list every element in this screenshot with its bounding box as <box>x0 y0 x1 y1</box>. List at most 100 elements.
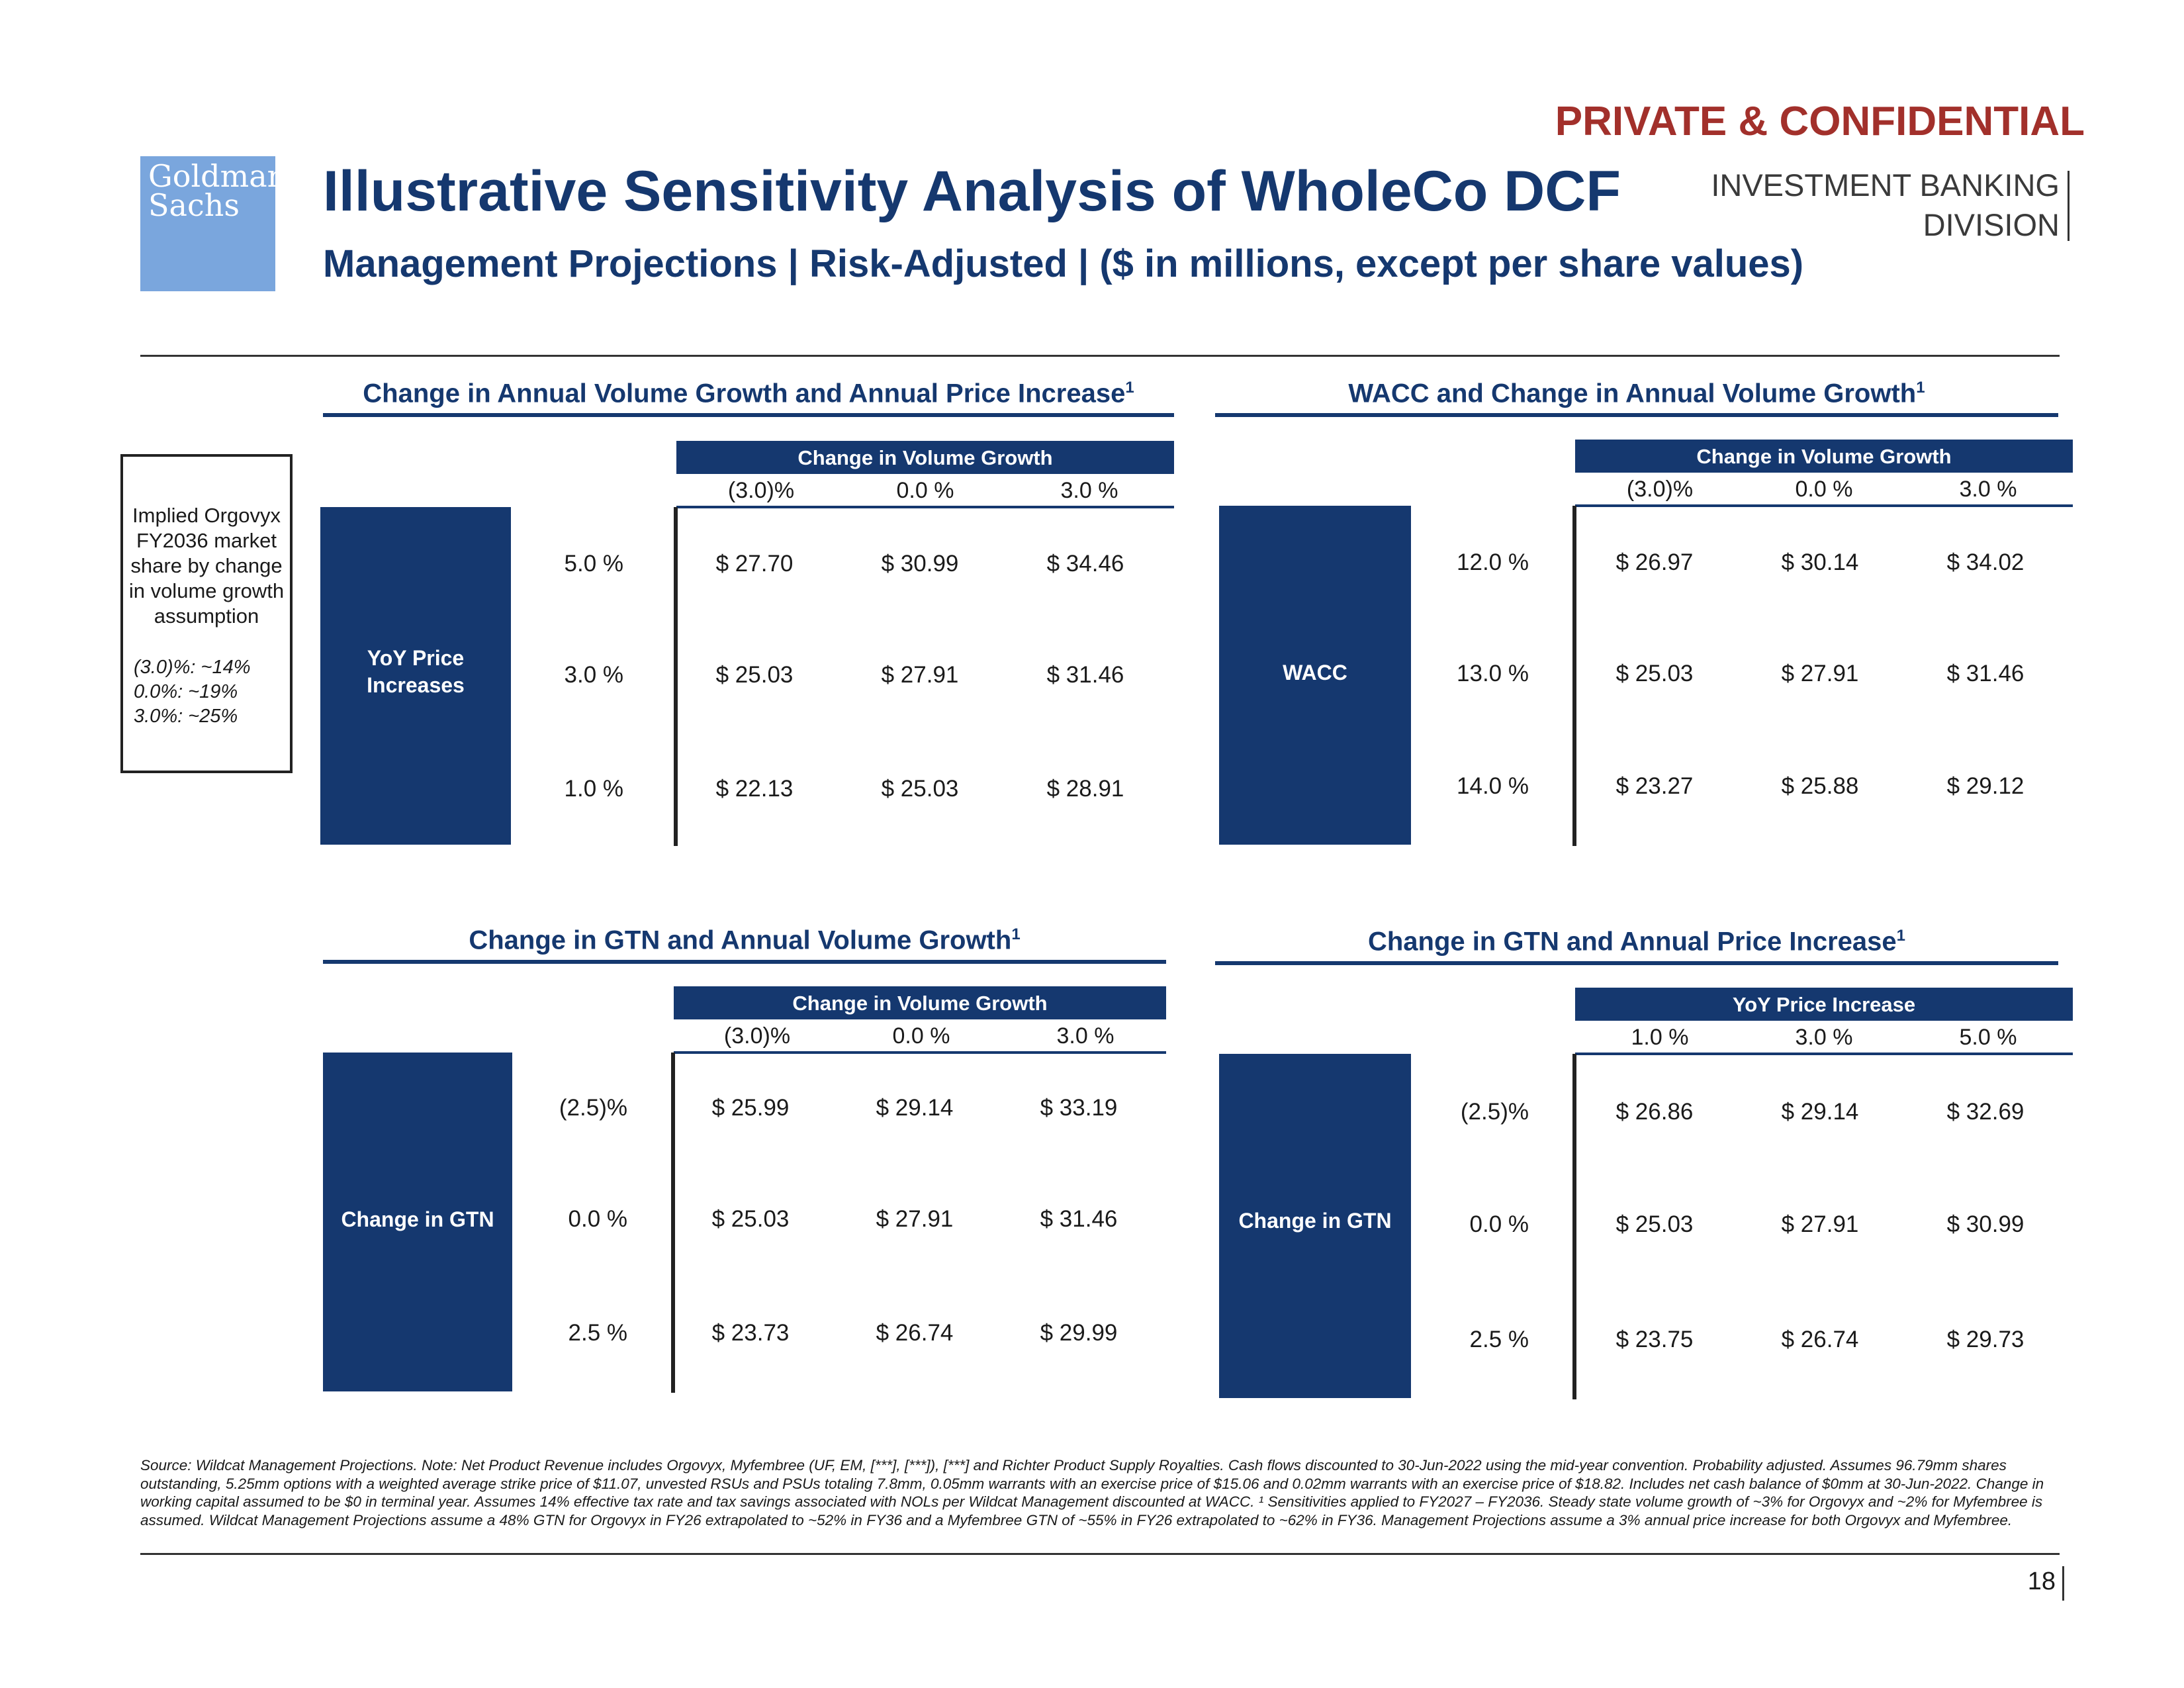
table-cell: $ 25.03 <box>881 776 959 802</box>
table-title-rule <box>1215 961 2058 965</box>
logo-line-2: Sachs <box>148 187 240 223</box>
column-label: 0.0 % <box>892 1023 950 1049</box>
note-line: 0.0%: ~19% <box>134 681 238 702</box>
page-number-divider <box>2062 1566 2064 1601</box>
row-label: 5.0 % <box>564 551 624 577</box>
table-divider <box>671 1053 675 1393</box>
row-label: 2.5 % <box>568 1320 628 1346</box>
column-label: 5.0 % <box>1959 1025 2017 1050</box>
table-cell: $ 31.46 <box>1040 1206 1118 1232</box>
table-title-rule <box>323 960 1166 964</box>
table-divider <box>1572 506 1576 846</box>
table-cell: $ 27.91 <box>1781 661 1859 686</box>
page-number: 18 <box>2027 1568 2056 1595</box>
row-label: 0.0 % <box>568 1206 628 1232</box>
confidential-label: PRIVATE & CONFIDENTIAL <box>1555 99 2085 144</box>
note-line: (3.0)%: ~14% <box>134 657 251 678</box>
column-header-rule <box>676 506 1174 508</box>
table-cell: $ 32.69 <box>1946 1099 2025 1125</box>
table-title: Change in GTN and Annual Price Increase1 <box>1367 927 1906 957</box>
row-header-label: Change in GTN <box>1238 1209 1392 1233</box>
table-cell: $ 33.19 <box>1040 1095 1118 1121</box>
column-header: YoY Price Increase <box>1575 988 2073 1021</box>
column-label: 0.0 % <box>1795 477 1853 502</box>
table-cell: $ 27.91 <box>876 1206 954 1232</box>
table-cell: $ 26.97 <box>1615 549 1694 575</box>
table-cell: $ 25.03 <box>1615 1211 1694 1237</box>
page-subtitle: Management Projections | Risk-Adjusted |… <box>323 242 1804 285</box>
column-label: (3.0)% <box>727 478 795 503</box>
table-cell: $ 25.99 <box>711 1095 790 1121</box>
table-cell: $ 27.91 <box>1781 1211 1859 1237</box>
footer-rule <box>140 1553 2060 1555</box>
division-label: INVESTMENT BANKING DIVISION <box>1655 165 2060 245</box>
table-title: Change in Annual Volume Growth and Annua… <box>363 379 1134 408</box>
row-header-label: WACC <box>1283 661 1347 684</box>
table-title: Change in GTN and Annual Volume Growth1 <box>469 925 1021 955</box>
row-header: YoY Price Increases <box>320 507 511 845</box>
table-cell: $ 23.73 <box>711 1320 790 1346</box>
row-header: Change in GTN <box>1219 1054 1411 1398</box>
table-cell: $ 34.02 <box>1946 549 2025 575</box>
table-cell: $ 25.88 <box>1781 773 1859 799</box>
row-label: 2.5 % <box>1469 1327 1529 1352</box>
table-cell: $ 22.13 <box>715 776 794 802</box>
table-cell: $ 31.46 <box>1946 661 2025 686</box>
table-cell: $ 29.14 <box>876 1095 954 1121</box>
column-label: 3.0 % <box>1056 1023 1115 1049</box>
table-cell: $ 27.91 <box>881 662 959 688</box>
table-cell: $ 25.03 <box>1615 661 1694 686</box>
note-list: (3.0)%: ~14% 0.0%: ~19% 3.0%: ~25% <box>134 655 251 729</box>
table-cell: $ 29.73 <box>1946 1327 2025 1352</box>
table-cell: $ 34.46 <box>1046 551 1124 577</box>
column-label: 1.0 % <box>1631 1025 1689 1050</box>
column-header-rule <box>1575 504 2073 507</box>
table-title-rule <box>1215 413 2058 417</box>
row-header: WACC <box>1219 506 1411 845</box>
table-cell: $ 23.75 <box>1615 1327 1694 1352</box>
goldman-sachs-logo: Goldman Sachs <box>140 156 287 291</box>
header-rule <box>140 355 2060 357</box>
table-cell: $ 29.14 <box>1781 1099 1859 1125</box>
row-label: (2.5)% <box>559 1095 627 1121</box>
table-cell: $ 30.99 <box>1946 1211 2025 1237</box>
row-label: 0.0 % <box>1469 1211 1529 1237</box>
row-header: Change in GTN <box>323 1053 512 1391</box>
market-share-note: Implied Orgovyx FY2036 market share by c… <box>120 454 293 773</box>
table-cell: $ 28.91 <box>1046 776 1124 802</box>
column-label: 0.0 % <box>896 478 954 503</box>
row-label: 14.0 % <box>1457 773 1529 799</box>
row-label: 12.0 % <box>1457 549 1529 575</box>
column-label: (3.0)% <box>1626 477 1694 502</box>
division-line-2: DIVISION <box>1923 207 2060 242</box>
row-label: 1.0 % <box>564 776 624 802</box>
table-divider <box>674 507 678 846</box>
logo-line-1: Goldman <box>148 158 287 194</box>
column-header: Change in Volume Growth <box>676 441 1174 474</box>
row-label: 13.0 % <box>1457 661 1529 686</box>
table-cell: $ 29.99 <box>1040 1320 1118 1346</box>
table-cell: $ 30.14 <box>1781 549 1859 575</box>
column-label: 3.0 % <box>1959 477 2017 502</box>
row-header-label: Change in GTN <box>341 1207 494 1231</box>
table-cell: $ 26.74 <box>876 1320 954 1346</box>
note-line: 3.0%: ~25% <box>134 706 238 727</box>
page-title: Illustrative Sensitivity Analysis of Who… <box>323 160 1621 223</box>
row-header-label: YoY Price Increases <box>367 646 465 697</box>
table-cell: $ 27.70 <box>715 551 794 577</box>
column-header-rule <box>674 1051 1166 1054</box>
table-cell: $ 23.27 <box>1615 773 1694 799</box>
column-header-rule <box>1575 1053 2073 1055</box>
table-divider <box>1572 1054 1576 1399</box>
table-cell: $ 29.12 <box>1946 773 2025 799</box>
column-label: (3.0)% <box>723 1023 791 1049</box>
column-label: 3.0 % <box>1795 1025 1853 1050</box>
column-header: Change in Volume Growth <box>674 986 1166 1019</box>
division-line-1: INVESTMENT BANKING <box>1711 167 2060 203</box>
row-label: 3.0 % <box>564 662 624 688</box>
table-title-rule <box>323 413 1174 417</box>
table-cell: $ 25.03 <box>715 662 794 688</box>
table-cell: $ 30.99 <box>881 551 959 577</box>
column-header: Change in Volume Growth <box>1575 440 2073 473</box>
table-cell: $ 25.03 <box>711 1206 790 1232</box>
